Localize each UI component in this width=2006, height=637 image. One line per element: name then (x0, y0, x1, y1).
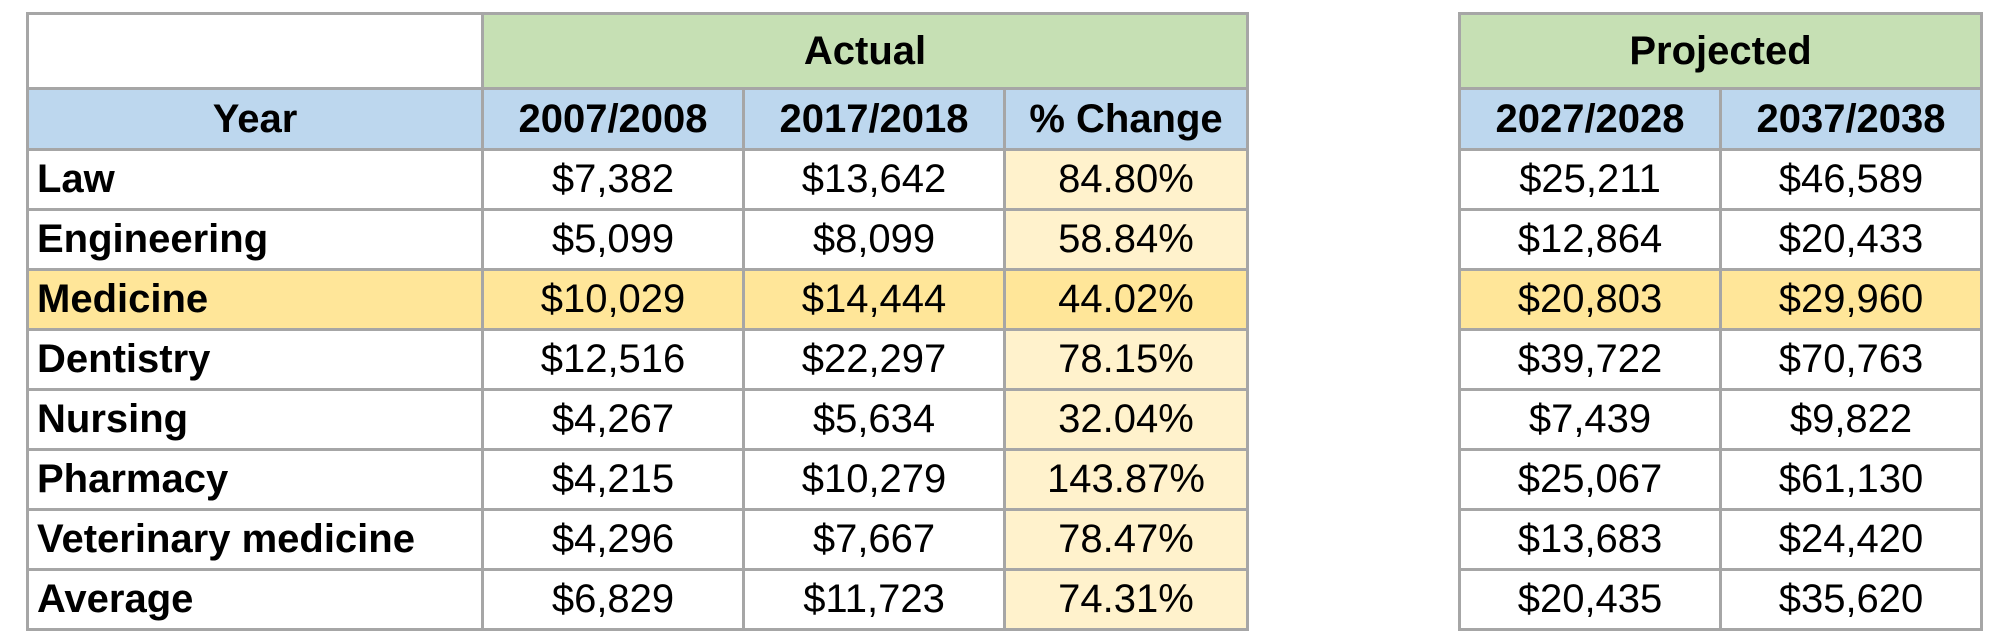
cell-2027-2028: $39,722 (1458, 328, 1722, 391)
table-row: Engineering $5,099 $8,099 58.84% (26, 208, 1249, 271)
projected-group-header: Projected (1458, 12, 1983, 90)
year-column-header: Year (26, 87, 484, 151)
cell-2007-2008: $6,829 (481, 568, 745, 631)
projected-column-header-row: 2027/2028 2037/2038 (1458, 87, 1983, 151)
table-row: Dentistry $12,516 $22,297 78.15% (26, 328, 1249, 391)
table-row: Average $6,829 $11,723 74.31% (26, 568, 1249, 631)
cell-2007-2008: $4,267 (481, 388, 745, 451)
cell-2027-2028: $20,435 (1458, 568, 1722, 631)
row-label: Dentistry (26, 328, 484, 391)
cell-2027-2028: $12,864 (1458, 208, 1722, 271)
cell-2017-2018: $22,297 (742, 328, 1006, 391)
cell-percent-change: 78.47% (1003, 508, 1249, 571)
column-header-2017-2018: 2017/2018 (742, 87, 1006, 151)
table-row: $25,067 $61,130 (1458, 448, 1983, 511)
table-row: Pharmacy $4,215 $10,279 143.87% (26, 448, 1249, 511)
cell-2017-2018: $8,099 (742, 208, 1006, 271)
cell-2007-2008: $12,516 (481, 328, 745, 391)
row-label: Medicine (26, 268, 484, 331)
cell-2017-2018: $14,444 (742, 268, 1006, 331)
row-label: Veterinary medicine (26, 508, 484, 571)
cell-2017-2018: $11,723 (742, 568, 1006, 631)
row-label: Nursing (26, 388, 484, 451)
cell-percent-change: 84.80% (1003, 148, 1249, 211)
cell-2017-2018: $10,279 (742, 448, 1006, 511)
cell-2037-2038: $35,620 (1719, 568, 1983, 631)
cell-2037-2038: $46,589 (1719, 148, 1983, 211)
row-label: Average (26, 568, 484, 631)
row-label: Pharmacy (26, 448, 484, 511)
projected-cost-table: Projected 2027/2028 2037/2038 $25,211 $4… (1458, 12, 1983, 631)
cell-2017-2018: $7,667 (742, 508, 1006, 571)
cell-percent-change: 78.15% (1003, 328, 1249, 391)
cell-2037-2038: $70,763 (1719, 328, 1983, 391)
table-row: $39,722 $70,763 (1458, 328, 1983, 391)
cell-2027-2028: $13,683 (1458, 508, 1722, 571)
cell-2037-2038: $61,130 (1719, 448, 1983, 511)
table-row: $25,211 $46,589 (1458, 148, 1983, 211)
row-label: Engineering (26, 208, 484, 271)
table-row: $7,439 $9,822 (1458, 388, 1983, 451)
actual-cost-table: Actual Year 2007/2008 2017/2018 % Change… (26, 12, 1249, 631)
column-header-percent-change: % Change (1003, 87, 1249, 151)
table-row: Law $7,382 $13,642 84.80% (26, 148, 1249, 211)
projected-group-header-row: Projected (1458, 12, 1983, 90)
cell-2007-2008: $4,296 (481, 508, 745, 571)
cell-2037-2038: $24,420 (1719, 508, 1983, 571)
blank-corner-cell (26, 12, 484, 90)
table-row-highlighted: $20,803 $29,960 (1458, 268, 1983, 331)
cell-2007-2008: $4,215 (481, 448, 745, 511)
table-row: Nursing $4,267 $5,634 32.04% (26, 388, 1249, 451)
table-row: $12,864 $20,433 (1458, 208, 1983, 271)
actual-column-header-row: Year 2007/2008 2017/2018 % Change (26, 87, 1249, 151)
column-header-2027-2028: 2027/2028 (1458, 87, 1722, 151)
cell-percent-change: 74.31% (1003, 568, 1249, 631)
column-header-2037-2038: 2037/2038 (1719, 87, 1983, 151)
cell-2017-2018: $13,642 (742, 148, 1006, 211)
cell-2007-2008: $10,029 (481, 268, 745, 331)
cell-percent-change: 44.02% (1003, 268, 1249, 331)
cell-2027-2028: $25,067 (1458, 448, 1722, 511)
cell-2037-2038: $20,433 (1719, 208, 1983, 271)
table-row: Veterinary medicine $4,296 $7,667 78.47% (26, 508, 1249, 571)
actual-group-header: Actual (481, 12, 1249, 90)
cell-2037-2038: $29,960 (1719, 268, 1983, 331)
column-header-2007-2008: 2007/2008 (481, 87, 745, 151)
row-label: Law (26, 148, 484, 211)
table-row: $13,683 $24,420 (1458, 508, 1983, 571)
cell-2037-2038: $9,822 (1719, 388, 1983, 451)
cell-2027-2028: $20,803 (1458, 268, 1722, 331)
table-row-highlighted: Medicine $10,029 $14,444 44.02% (26, 268, 1249, 331)
actual-group-header-row: Actual (26, 12, 1249, 90)
cell-percent-change: 143.87% (1003, 448, 1249, 511)
cell-2027-2028: $25,211 (1458, 148, 1722, 211)
cell-2007-2008: $7,382 (481, 148, 745, 211)
table-row: $20,435 $35,620 (1458, 568, 1983, 631)
cell-percent-change: 32.04% (1003, 388, 1249, 451)
cell-2027-2028: $7,439 (1458, 388, 1722, 451)
cell-2007-2008: $5,099 (481, 208, 745, 271)
cell-2017-2018: $5,634 (742, 388, 1006, 451)
cell-percent-change: 58.84% (1003, 208, 1249, 271)
